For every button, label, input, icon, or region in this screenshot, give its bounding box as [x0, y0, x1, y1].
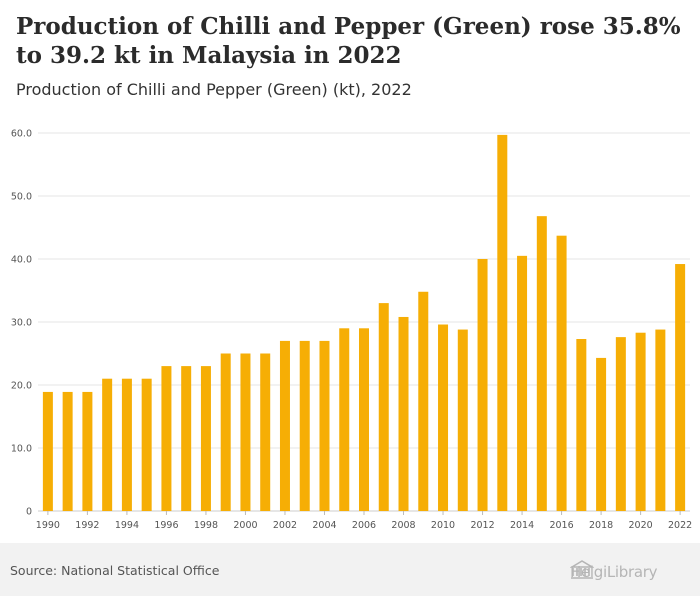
- x-tick-label: 2006: [352, 520, 376, 531]
- bar-2013[interactable]: [497, 134, 508, 511]
- bar-2015[interactable]: [536, 216, 547, 511]
- x-tick-label: 2008: [391, 520, 415, 531]
- x-tick-label: 1990: [36, 520, 60, 531]
- library-building-icon: [570, 560, 594, 579]
- footer: Source: National Statistical Office Helg…: [0, 543, 700, 596]
- bar-1991[interactable]: [62, 391, 73, 511]
- page-title: Production of Chilli and Pepper (Green) …: [16, 13, 681, 69]
- x-tick-label: 2016: [549, 520, 573, 531]
- x-tick-label: 2002: [273, 520, 297, 531]
- bar-2007[interactable]: [378, 303, 389, 511]
- x-axis-ticks: 1990 1992 1994 1996 1998 2000 2002 2004 2006 2008…: [36, 511, 692, 531]
- bar-1998[interactable]: [200, 366, 211, 511]
- x-tick-label: 2000: [233, 520, 257, 531]
- bar-1997[interactable]: [181, 366, 192, 511]
- bar-2006[interactable]: [359, 328, 369, 511]
- y-tick-label: 60.0: [11, 129, 32, 140]
- bar-2003[interactable]: [299, 340, 310, 511]
- x-tick-label: 2022: [668, 520, 692, 531]
- x-tick-label: 2012: [470, 520, 494, 531]
- bar-2011[interactable]: [457, 329, 468, 511]
- bar-2005[interactable]: [339, 328, 350, 511]
- bar-2017[interactable]: [576, 339, 587, 511]
- x-tick-label: 1994: [115, 520, 139, 531]
- bar-1995[interactable]: [141, 378, 152, 511]
- x-tick-label: 2020: [629, 520, 653, 531]
- bar-2002[interactable]: [279, 340, 290, 511]
- bar-2009[interactable]: [418, 291, 429, 511]
- bar-1994[interactable]: [121, 378, 132, 511]
- bar-2014[interactable]: [517, 255, 528, 511]
- helgi-library-logo[interactable]: HelgiLibrary: [570, 559, 658, 581]
- bar-2019[interactable]: [615, 337, 626, 511]
- x-tick-label: 1998: [194, 520, 218, 531]
- bars: [42, 134, 686, 512]
- bar-2004[interactable]: [319, 340, 330, 511]
- bar-1990[interactable]: [42, 391, 53, 511]
- source-note: Source: National Statistical Office: [10, 563, 220, 578]
- y-tick-label: 40.0: [11, 255, 32, 266]
- x-tick-label: 2004: [312, 520, 336, 531]
- bar-1996[interactable]: [161, 366, 172, 511]
- y-tick-label: 50.0: [11, 192, 32, 203]
- y-tick-label: 10.0: [11, 444, 32, 455]
- bar-1993[interactable]: [102, 378, 113, 511]
- bar-chart: 010.020.030.040.050.060.0 1990 1992 1994 19…: [11, 129, 692, 532]
- y-tick-label: 20.0: [11, 381, 32, 392]
- bar-2022[interactable]: [675, 264, 686, 511]
- bar-2020[interactable]: [635, 332, 646, 511]
- x-tick-label: 1992: [75, 520, 99, 531]
- x-tick-label: 2014: [510, 520, 534, 531]
- x-tick-label: 2018: [589, 520, 613, 531]
- bar-2012[interactable]: [477, 259, 488, 511]
- x-tick-label: 1996: [154, 520, 178, 531]
- y-axis-ticks: 0 10.0 20.0 30.0 40.0 50.0 60.0: [11, 129, 32, 518]
- y-tick-label: 30.0: [11, 318, 32, 329]
- bar-1992[interactable]: [82, 391, 93, 511]
- header: Production of Chilli and Pepper (Green) …: [0, 0, 700, 113]
- chart-area: 0 10.0 20.0 30.0 40.0 50.0 60.0 1990 1992 1994 19…: [0, 113, 700, 543]
- y-tick-label: 0: [26, 507, 32, 518]
- x-tick-label: 2010: [431, 520, 455, 531]
- bar-2000[interactable]: [240, 353, 251, 512]
- bar-2008[interactable]: [398, 316, 409, 511]
- bar-2021[interactable]: [655, 329, 666, 511]
- chart-subtitle: Production of Chilli and Pepper (Green) …: [16, 80, 412, 99]
- bar-1999[interactable]: [220, 353, 231, 512]
- bar-2018[interactable]: [596, 357, 607, 511]
- bar-2001[interactable]: [260, 353, 271, 512]
- bar-2010[interactable]: [438, 324, 449, 511]
- bar-2016[interactable]: [556, 235, 567, 511]
